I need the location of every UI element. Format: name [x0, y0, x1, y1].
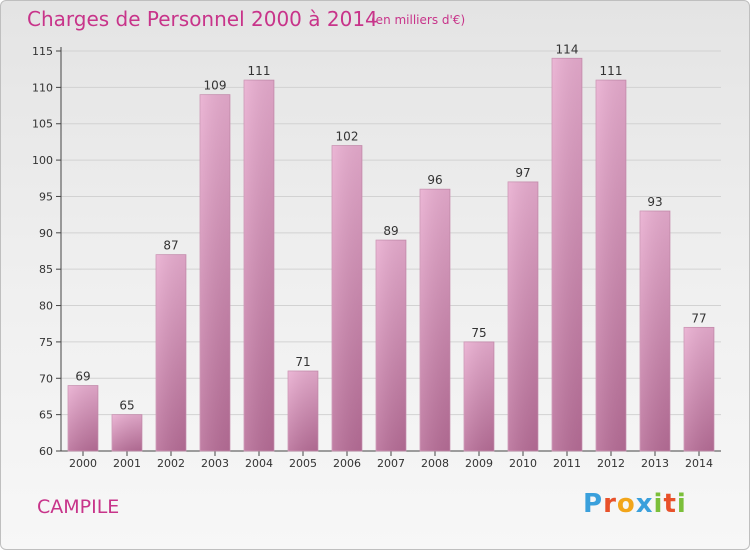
chart-unit: (en milliers d'€) [371, 13, 466, 27]
y-tick-label: 80 [39, 300, 53, 313]
bar-value-label: 93 [647, 195, 662, 209]
bar-value-label: 87 [163, 239, 178, 253]
bar-value-label: 65 [119, 399, 134, 413]
bar-shade [684, 327, 714, 451]
x-tick-label: 2013 [641, 457, 669, 470]
logo-letter: i [653, 489, 664, 519]
logo-letter: r [603, 489, 617, 519]
bar-shade [552, 58, 582, 451]
bar-shade [464, 341, 494, 451]
bar-shade [596, 80, 626, 451]
x-tick-label: 2001 [113, 457, 141, 470]
bar-shade [288, 371, 318, 451]
logo-letter: o [616, 489, 636, 519]
bar-shade [376, 240, 406, 451]
bar-shade [508, 181, 538, 451]
logo-letter: t [663, 489, 677, 519]
bar-shade [68, 385, 98, 451]
bar-shade [156, 254, 186, 451]
bar-value-label: 69 [75, 370, 90, 384]
proxiti-logo: Proxiti [583, 489, 687, 519]
y-tick-label: 105 [32, 118, 53, 131]
x-tick-label: 2011 [553, 457, 581, 470]
bar-value-label: 111 [248, 64, 271, 78]
chart-title: Charges de Personnel 2000 à 2014 [27, 7, 378, 31]
bar-shade [244, 80, 274, 451]
bar-value-label: 89 [383, 224, 398, 238]
y-tick-label: 85 [39, 263, 53, 276]
logo-letter: P [583, 489, 604, 519]
x-tick-label: 2003 [201, 457, 229, 470]
x-tick-label: 2014 [685, 457, 713, 470]
logo-letter: x [635, 489, 654, 519]
bar-shade [332, 145, 362, 451]
y-tick-label: 75 [39, 336, 53, 349]
y-tick-label: 90 [39, 227, 53, 240]
y-tick-label: 60 [39, 445, 53, 458]
bar-value-label: 109 [204, 79, 227, 93]
y-tick-label: 65 [39, 409, 53, 422]
x-tick-label: 2000 [69, 457, 97, 470]
bar-shade [420, 189, 450, 451]
bar-value-label: 96 [427, 173, 442, 187]
x-tick-label: 2010 [509, 457, 537, 470]
commune-name: CAMPILE [37, 496, 120, 518]
y-tick-label: 95 [39, 190, 53, 203]
bar-shade [200, 94, 230, 452]
bar-value-label: 102 [336, 130, 359, 144]
x-tick-label: 2009 [465, 457, 493, 470]
y-tick-label: 70 [39, 372, 53, 385]
x-tick-label: 2007 [377, 457, 405, 470]
y-tick-label: 110 [32, 81, 53, 94]
bar-shade [640, 211, 670, 451]
x-tick-label: 2006 [333, 457, 361, 470]
bar-value-label: 75 [471, 326, 486, 340]
bar-shade [112, 414, 142, 451]
bar-value-label: 114 [556, 42, 579, 56]
x-tick-label: 2012 [597, 457, 625, 470]
logo-letter: i [676, 489, 687, 519]
bar-value-label: 71 [295, 355, 310, 369]
bar-value-label: 77 [691, 311, 706, 325]
x-tick-label: 2002 [157, 457, 185, 470]
bar-value-label: 97 [515, 166, 530, 180]
y-tick-label: 115 [32, 45, 53, 58]
y-tick-label: 100 [32, 154, 53, 167]
x-tick-label: 2005 [289, 457, 317, 470]
bar-value-label: 111 [600, 64, 623, 78]
x-tick-label: 2004 [245, 457, 273, 470]
x-tick-label: 2008 [421, 457, 449, 470]
